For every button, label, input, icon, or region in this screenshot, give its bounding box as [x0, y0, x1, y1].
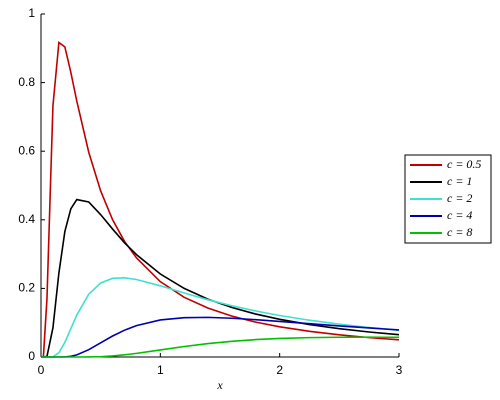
x-axis-label: x — [216, 378, 223, 392]
y-tick-label: 0.2 — [18, 281, 35, 295]
y-tick-label: 0 — [28, 349, 35, 363]
legend-label: c = 4 — [447, 208, 472, 222]
line-series — [41, 276, 400, 358]
legend-label: c = 0.5 — [447, 157, 481, 171]
y-tick-label: 0.8 — [18, 75, 35, 89]
line-series — [41, 336, 400, 358]
legend-label: c = 1 — [447, 174, 472, 188]
y-tick-label: 0.4 — [18, 212, 35, 226]
y-tick-label: 0.6 — [18, 143, 35, 157]
legend-label: c = 8 — [447, 225, 472, 239]
x-tick-label: 0 — [38, 363, 45, 377]
line-series — [41, 198, 400, 358]
y-tick-label: 1 — [28, 6, 35, 20]
x-tick-label: 3 — [396, 363, 403, 377]
legend-label: c = 2 — [447, 191, 472, 205]
x-tick-label: 1 — [157, 363, 164, 377]
line-series — [40, 40, 400, 358]
x-tick-label: 2 — [276, 363, 283, 377]
